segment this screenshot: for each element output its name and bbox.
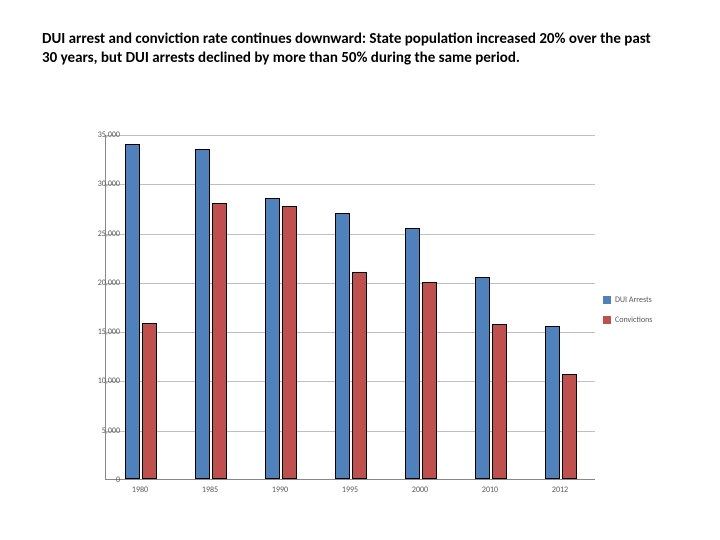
legend-label: Convictions xyxy=(615,315,652,325)
x-axis-label: 2010 xyxy=(482,485,498,495)
bar-convictions xyxy=(562,374,577,479)
x-axis-label: 1995 xyxy=(342,485,358,495)
grid-line xyxy=(106,283,595,284)
bar-convictions xyxy=(142,323,157,479)
x-axis-label: 1980 xyxy=(132,485,148,495)
y-axis-label: 10,000 xyxy=(75,376,120,386)
bar-convictions xyxy=(352,272,367,479)
bar-convictions xyxy=(212,203,227,479)
y-axis-label: 25,000 xyxy=(75,229,120,239)
grid-line xyxy=(106,135,595,136)
y-axis-label: 30,000 xyxy=(75,179,120,189)
grid-line xyxy=(106,234,595,235)
bar-dui-arrests xyxy=(405,228,420,479)
bar-dui-arrests xyxy=(265,198,280,479)
plot-area xyxy=(105,135,595,480)
chart-title: DUI arrest and conviction rate continues… xyxy=(42,30,662,68)
bar-dui-arrests xyxy=(545,326,560,479)
y-axis-label: 15,000 xyxy=(75,327,120,337)
y-axis-label: 20,000 xyxy=(75,278,120,288)
x-axis-label: 2000 xyxy=(412,485,428,495)
bar-dui-arrests xyxy=(125,144,140,479)
bar-chart: DUI Arrests Convictions 0 5,000 10,000 15,00… xyxy=(55,135,665,505)
grid-line xyxy=(106,184,595,185)
legend-swatch xyxy=(603,316,611,324)
x-axis-label: 1990 xyxy=(272,485,288,495)
bar-dui-arrests xyxy=(475,277,490,479)
legend-item: DUI Arrests xyxy=(603,295,663,305)
x-axis-label: 1985 xyxy=(202,485,218,495)
grid-line xyxy=(106,381,595,382)
y-axis-label: 5,000 xyxy=(75,426,120,436)
legend-swatch xyxy=(603,296,611,304)
bar-convictions xyxy=(492,324,507,479)
legend-item: Convictions xyxy=(603,315,663,325)
y-axis-label: 35,000 xyxy=(75,130,120,140)
bar-convictions xyxy=(282,206,297,479)
grid-line xyxy=(106,332,595,333)
grid-line xyxy=(106,431,595,432)
bar-dui-arrests xyxy=(335,213,350,479)
y-axis-label: 0 xyxy=(75,475,120,485)
legend: DUI Arrests Convictions xyxy=(603,295,663,335)
x-axis-label: 2012 xyxy=(552,485,568,495)
legend-label: DUI Arrests xyxy=(615,295,652,305)
bar-convictions xyxy=(422,282,437,479)
bar-dui-arrests xyxy=(195,149,210,479)
